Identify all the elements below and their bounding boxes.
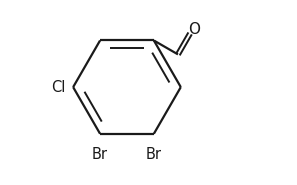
Text: Br: Br — [146, 147, 162, 162]
Text: O: O — [188, 22, 200, 37]
Text: Br: Br — [92, 147, 108, 162]
Text: Cl: Cl — [52, 80, 66, 95]
